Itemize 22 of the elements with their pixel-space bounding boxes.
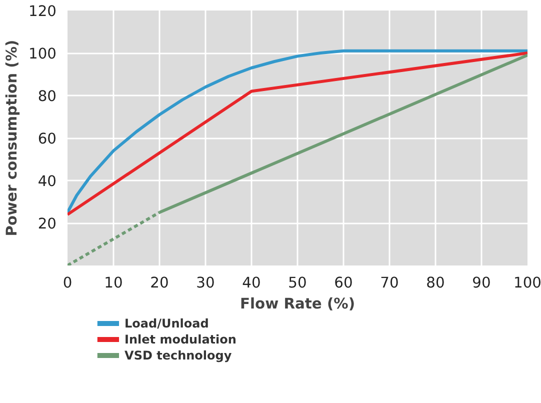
y-tick-label: 80 [38, 88, 57, 105]
x-tick-label: 50 [288, 274, 307, 292]
legend-label: Load/Unload [124, 316, 209, 330]
x-tick-label: 80 [426, 274, 445, 292]
x-tick-label: 90 [472, 274, 491, 292]
x-tick-label: 60 [334, 274, 353, 292]
x-tick-label: 0 [62, 274, 72, 292]
x-tick-label: 70 [380, 274, 399, 292]
x-tick-label: 20 [150, 274, 169, 292]
x-axis-title: Flow Rate (%) [240, 296, 356, 312]
y-tick-label: 20 [38, 216, 57, 232]
x-tick-label: 30 [196, 274, 215, 292]
x-tick-label: 10 [104, 274, 123, 292]
y-tick-label: 40 [38, 173, 57, 190]
y-tick-label: 120 [28, 3, 57, 20]
y-tick-label: 100 [28, 46, 57, 62]
legend-label: VSD technology [124, 348, 232, 362]
y-axis-title: Power consumption (%) [4, 40, 21, 236]
x-tick-label: 40 [242, 274, 261, 292]
legend-label: Inlet modulation [124, 332, 236, 346]
x-tick-label: 100 [514, 274, 541, 292]
y-tick-label: 60 [38, 130, 57, 148]
